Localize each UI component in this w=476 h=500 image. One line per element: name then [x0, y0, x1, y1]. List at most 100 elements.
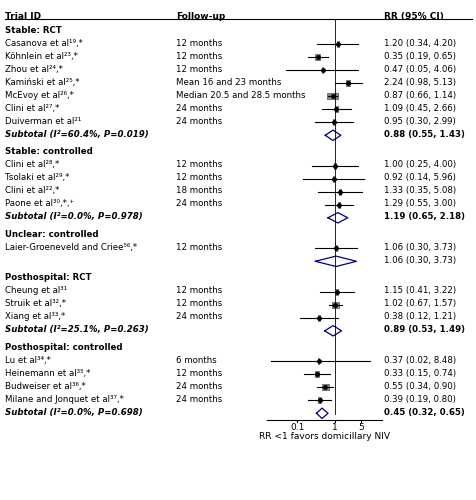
- Text: Stable: controlled: Stable: controlled: [5, 148, 92, 156]
- Text: Subtotal (I²=0.0%, P=0.698): Subtotal (I²=0.0%, P=0.698): [5, 408, 142, 417]
- Text: 0.87 (0.66, 1.14): 0.87 (0.66, 1.14): [383, 91, 455, 100]
- Text: 1.33 (0.35, 5.08): 1.33 (0.35, 5.08): [383, 186, 455, 196]
- Text: Unclear: controlled: Unclear: controlled: [5, 230, 98, 239]
- Text: 0.55 (0.34, 0.90): 0.55 (0.34, 0.90): [383, 382, 455, 391]
- Text: Struik et al³²,*: Struik et al³²,*: [5, 300, 66, 308]
- Text: Lu et al³⁴,*: Lu et al³⁴,*: [5, 356, 50, 365]
- Text: 6 months: 6 months: [176, 356, 217, 365]
- Bar: [315, 54, 320, 60]
- Polygon shape: [315, 256, 356, 266]
- Text: 24 months: 24 months: [176, 117, 222, 126]
- Bar: [327, 94, 337, 100]
- Text: 0.38 (0.12, 1.21): 0.38 (0.12, 1.21): [383, 312, 455, 322]
- Text: 5: 5: [357, 423, 363, 432]
- Text: Follow-up: Follow-up: [176, 12, 225, 20]
- Text: 12 months: 12 months: [176, 160, 222, 170]
- Text: 18 months: 18 months: [176, 186, 222, 196]
- Text: Posthospital: controlled: Posthospital: controlled: [5, 343, 122, 352]
- Text: Milane and Jonquet et al³⁷,*: Milane and Jonquet et al³⁷,*: [5, 395, 123, 404]
- Text: Casanova et al¹⁹,*: Casanova et al¹⁹,*: [5, 39, 82, 48]
- Text: Tsolaki et al²⁹,*: Tsolaki et al²⁹,*: [5, 174, 69, 182]
- Text: 12 months: 12 months: [176, 39, 222, 48]
- Text: Kamiński et al²⁵,*: Kamiński et al²⁵,*: [5, 78, 79, 87]
- Text: Subtotal (I²=0.0%, P=0.978): Subtotal (I²=0.0%, P=0.978): [5, 212, 142, 222]
- Text: 0.88 (0.55, 1.43): 0.88 (0.55, 1.43): [383, 130, 464, 139]
- Text: 12 months: 12 months: [176, 369, 222, 378]
- Text: 1.15 (0.41, 3.22): 1.15 (0.41, 3.22): [383, 286, 455, 296]
- Bar: [317, 398, 321, 404]
- Text: Köhnlein et al²³,*: Köhnlein et al²³,*: [5, 52, 78, 61]
- Bar: [346, 80, 349, 86]
- Text: 0.89 (0.53, 1.49): 0.89 (0.53, 1.49): [383, 326, 464, 334]
- Text: 1.02 (0.67, 1.57): 1.02 (0.67, 1.57): [383, 300, 455, 308]
- Polygon shape: [327, 212, 347, 223]
- Text: Clini et al²⁸,*: Clini et al²⁸,*: [5, 160, 59, 170]
- Text: 12 months: 12 months: [176, 174, 222, 182]
- Text: Subtotal (I²=60.4%, P=0.019): Subtotal (I²=60.4%, P=0.019): [5, 130, 148, 139]
- Text: 12 months: 12 months: [176, 286, 222, 296]
- Text: 0.33 (0.15, 0.74): 0.33 (0.15, 0.74): [383, 369, 455, 378]
- Text: 24 months: 24 months: [176, 395, 222, 404]
- Text: 1.06 (0.30, 3.73): 1.06 (0.30, 3.73): [383, 256, 455, 265]
- Text: 12 months: 12 months: [176, 52, 222, 61]
- Text: Paone et al³⁰,*,⁺: Paone et al³⁰,*,⁺: [5, 200, 74, 208]
- Bar: [317, 358, 318, 364]
- Text: McEvoy et al²⁶,*: McEvoy et al²⁶,*: [5, 91, 73, 100]
- Text: Posthospital: RCT: Posthospital: RCT: [5, 274, 91, 282]
- Text: 24 months: 24 months: [176, 104, 222, 113]
- Text: 12 months: 12 months: [176, 300, 222, 308]
- Text: Mean 16 and 23 months: Mean 16 and 23 months: [176, 78, 281, 87]
- Text: 0.95 (0.30, 2.99): 0.95 (0.30, 2.99): [383, 117, 455, 126]
- Bar: [332, 120, 335, 126]
- Text: Median 20.5 and 28.5 months: Median 20.5 and 28.5 months: [176, 91, 305, 100]
- Text: Clini et al²⁷,*: Clini et al²⁷,*: [5, 104, 59, 113]
- Text: 1.19 (0.65, 2.18): 1.19 (0.65, 2.18): [383, 212, 464, 222]
- Text: 0.37 (0.02, 8.48): 0.37 (0.02, 8.48): [383, 356, 455, 365]
- Polygon shape: [324, 326, 341, 336]
- Bar: [338, 189, 340, 195]
- Text: 0.45 (0.32, 0.65): 0.45 (0.32, 0.65): [383, 408, 464, 417]
- Text: 1.29 (0.55, 3.00): 1.29 (0.55, 3.00): [383, 200, 455, 208]
- Text: RR (95% CI): RR (95% CI): [383, 12, 443, 20]
- Text: Budweiser et al³⁶,*: Budweiser et al³⁶,*: [5, 382, 85, 391]
- Text: 1: 1: [331, 423, 337, 432]
- Text: Stable: RCT: Stable: RCT: [5, 26, 61, 35]
- Text: Subtotal (I²=25.1%, P=0.263): Subtotal (I²=25.1%, P=0.263): [5, 326, 148, 334]
- Text: 1.09 (0.45, 2.66): 1.09 (0.45, 2.66): [383, 104, 455, 113]
- Bar: [315, 372, 318, 378]
- Text: 0.39 (0.19, 0.80): 0.39 (0.19, 0.80): [383, 395, 455, 404]
- Bar: [337, 42, 338, 48]
- Text: Cheung et al³¹: Cheung et al³¹: [5, 286, 67, 296]
- Text: 0.1: 0.1: [290, 423, 304, 432]
- Bar: [336, 289, 337, 295]
- Bar: [334, 246, 337, 252]
- Bar: [321, 384, 328, 390]
- Text: Laier-Groeneveld and Criee⁵⁶,*: Laier-Groeneveld and Criee⁵⁶,*: [5, 243, 137, 252]
- Bar: [331, 302, 338, 308]
- Bar: [337, 202, 340, 208]
- Text: 0.92 (0.14, 5.96): 0.92 (0.14, 5.96): [383, 174, 455, 182]
- Polygon shape: [325, 130, 340, 140]
- Text: 12 months: 12 months: [176, 65, 222, 74]
- Text: Trial ID: Trial ID: [5, 12, 41, 20]
- Text: 12 months: 12 months: [176, 243, 222, 252]
- Text: 0.35 (0.19, 0.65): 0.35 (0.19, 0.65): [383, 52, 455, 61]
- Text: Heinemann et al³⁵,*: Heinemann et al³⁵,*: [5, 369, 90, 378]
- Text: 1.06 (0.30, 3.73): 1.06 (0.30, 3.73): [383, 243, 455, 252]
- Polygon shape: [316, 408, 327, 418]
- Bar: [334, 106, 337, 112]
- Bar: [332, 176, 334, 182]
- Text: Zhou et al²⁴,*: Zhou et al²⁴,*: [5, 65, 62, 74]
- Text: 0.47 (0.05, 4.06): 0.47 (0.05, 4.06): [383, 65, 455, 74]
- Text: Duiverman et al²¹: Duiverman et al²¹: [5, 117, 81, 126]
- Bar: [334, 163, 335, 169]
- Text: RR <1 favors domicillary NIV: RR <1 favors domicillary NIV: [258, 432, 389, 441]
- Text: 2.24 (0.98, 5.13): 2.24 (0.98, 5.13): [383, 78, 455, 87]
- Text: 24 months: 24 months: [176, 382, 222, 391]
- Text: Xiang et al³³,*: Xiang et al³³,*: [5, 312, 65, 322]
- Bar: [317, 315, 320, 321]
- Text: 1.00 (0.25, 4.00): 1.00 (0.25, 4.00): [383, 160, 455, 170]
- Text: 24 months: 24 months: [176, 312, 222, 322]
- Text: 1.20 (0.34, 4.20): 1.20 (0.34, 4.20): [383, 39, 455, 48]
- Bar: [321, 68, 323, 73]
